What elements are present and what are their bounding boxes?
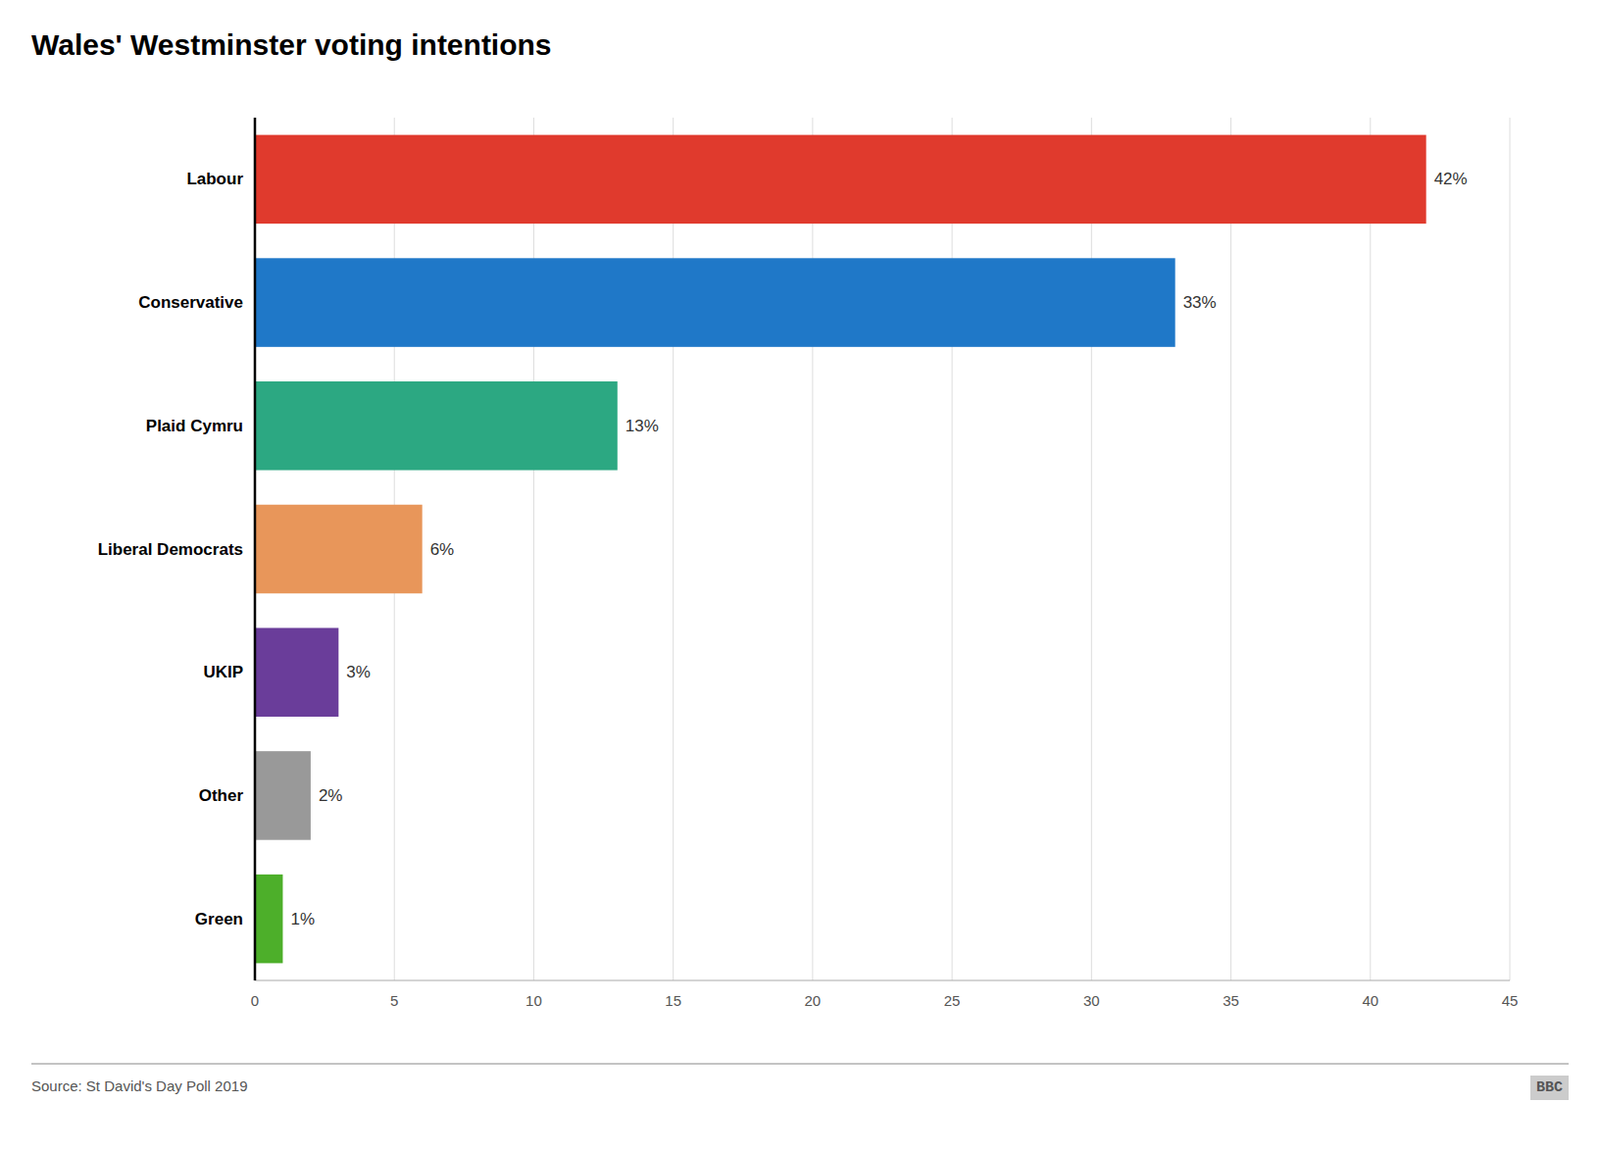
tick-label: 0 — [250, 992, 259, 1009]
tick-label: 45 — [1501, 992, 1519, 1009]
source-text: Source: St David's Day Poll 2019 — [31, 1077, 248, 1095]
bar — [254, 750, 311, 841]
bar — [254, 627, 339, 717]
bars — [254, 135, 1427, 964]
bar — [254, 257, 1176, 348]
data-label: 2% — [318, 786, 344, 805]
grid-line — [951, 117, 953, 981]
grid-line — [1091, 117, 1093, 981]
data-label: 3% — [346, 662, 371, 682]
grid-line — [1369, 117, 1371, 981]
grid-line — [1509, 117, 1511, 981]
data-label: 1% — [290, 909, 315, 929]
separator — [31, 1063, 1569, 1065]
tick-label: 5 — [390, 992, 399, 1009]
data-label: 6% — [430, 540, 455, 559]
category-label: Other — [199, 786, 245, 805]
grid-line — [1230, 117, 1232, 981]
category-label: Green — [195, 909, 244, 929]
tick-label: 35 — [1222, 992, 1240, 1009]
category-label: UKIP — [202, 662, 244, 682]
tick-label: 15 — [664, 992, 682, 1009]
bar — [254, 381, 618, 471]
background — [0, 0, 1600, 1153]
tick-label: 25 — [944, 992, 961, 1009]
tick-label: 20 — [804, 992, 822, 1009]
tick-label: 30 — [1083, 992, 1100, 1009]
chart: Wales' Westminster voting intentions 0 5 10… — [0, 0, 1600, 1153]
grid-line — [811, 117, 813, 981]
brand-box — [1530, 1075, 1569, 1100]
brand-text: BBC — [1536, 1079, 1563, 1097]
bar — [254, 135, 1427, 225]
tick-label: 10 — [525, 992, 543, 1009]
grid-line — [533, 117, 535, 981]
x-axis: 0 5 10 15 20 25 30 35 40 45 — [250, 980, 1519, 1009]
category-label: Plaid Cymru — [146, 416, 244, 436]
tick-label: 40 — [1361, 992, 1379, 1009]
category-label: Conservative — [138, 293, 244, 312]
category-label: Liberal Democrats — [98, 540, 244, 559]
data-label: 33% — [1183, 293, 1217, 312]
y-axis-line — [253, 117, 257, 981]
labels: Labour 42% Conservative 33% Plaid Cymru 13% Li… — [98, 169, 1468, 928]
data-label: 13% — [625, 416, 659, 436]
bar — [254, 504, 423, 595]
grid — [254, 117, 1510, 981]
grid-line — [672, 117, 674, 981]
x-axis-line — [254, 980, 1510, 982]
category-label: Labour — [186, 169, 244, 189]
title: Wales' Westminster voting intentions — [31, 28, 552, 61]
bar — [254, 874, 283, 964]
grid-line — [254, 117, 256, 981]
data-label: 42% — [1434, 169, 1468, 189]
